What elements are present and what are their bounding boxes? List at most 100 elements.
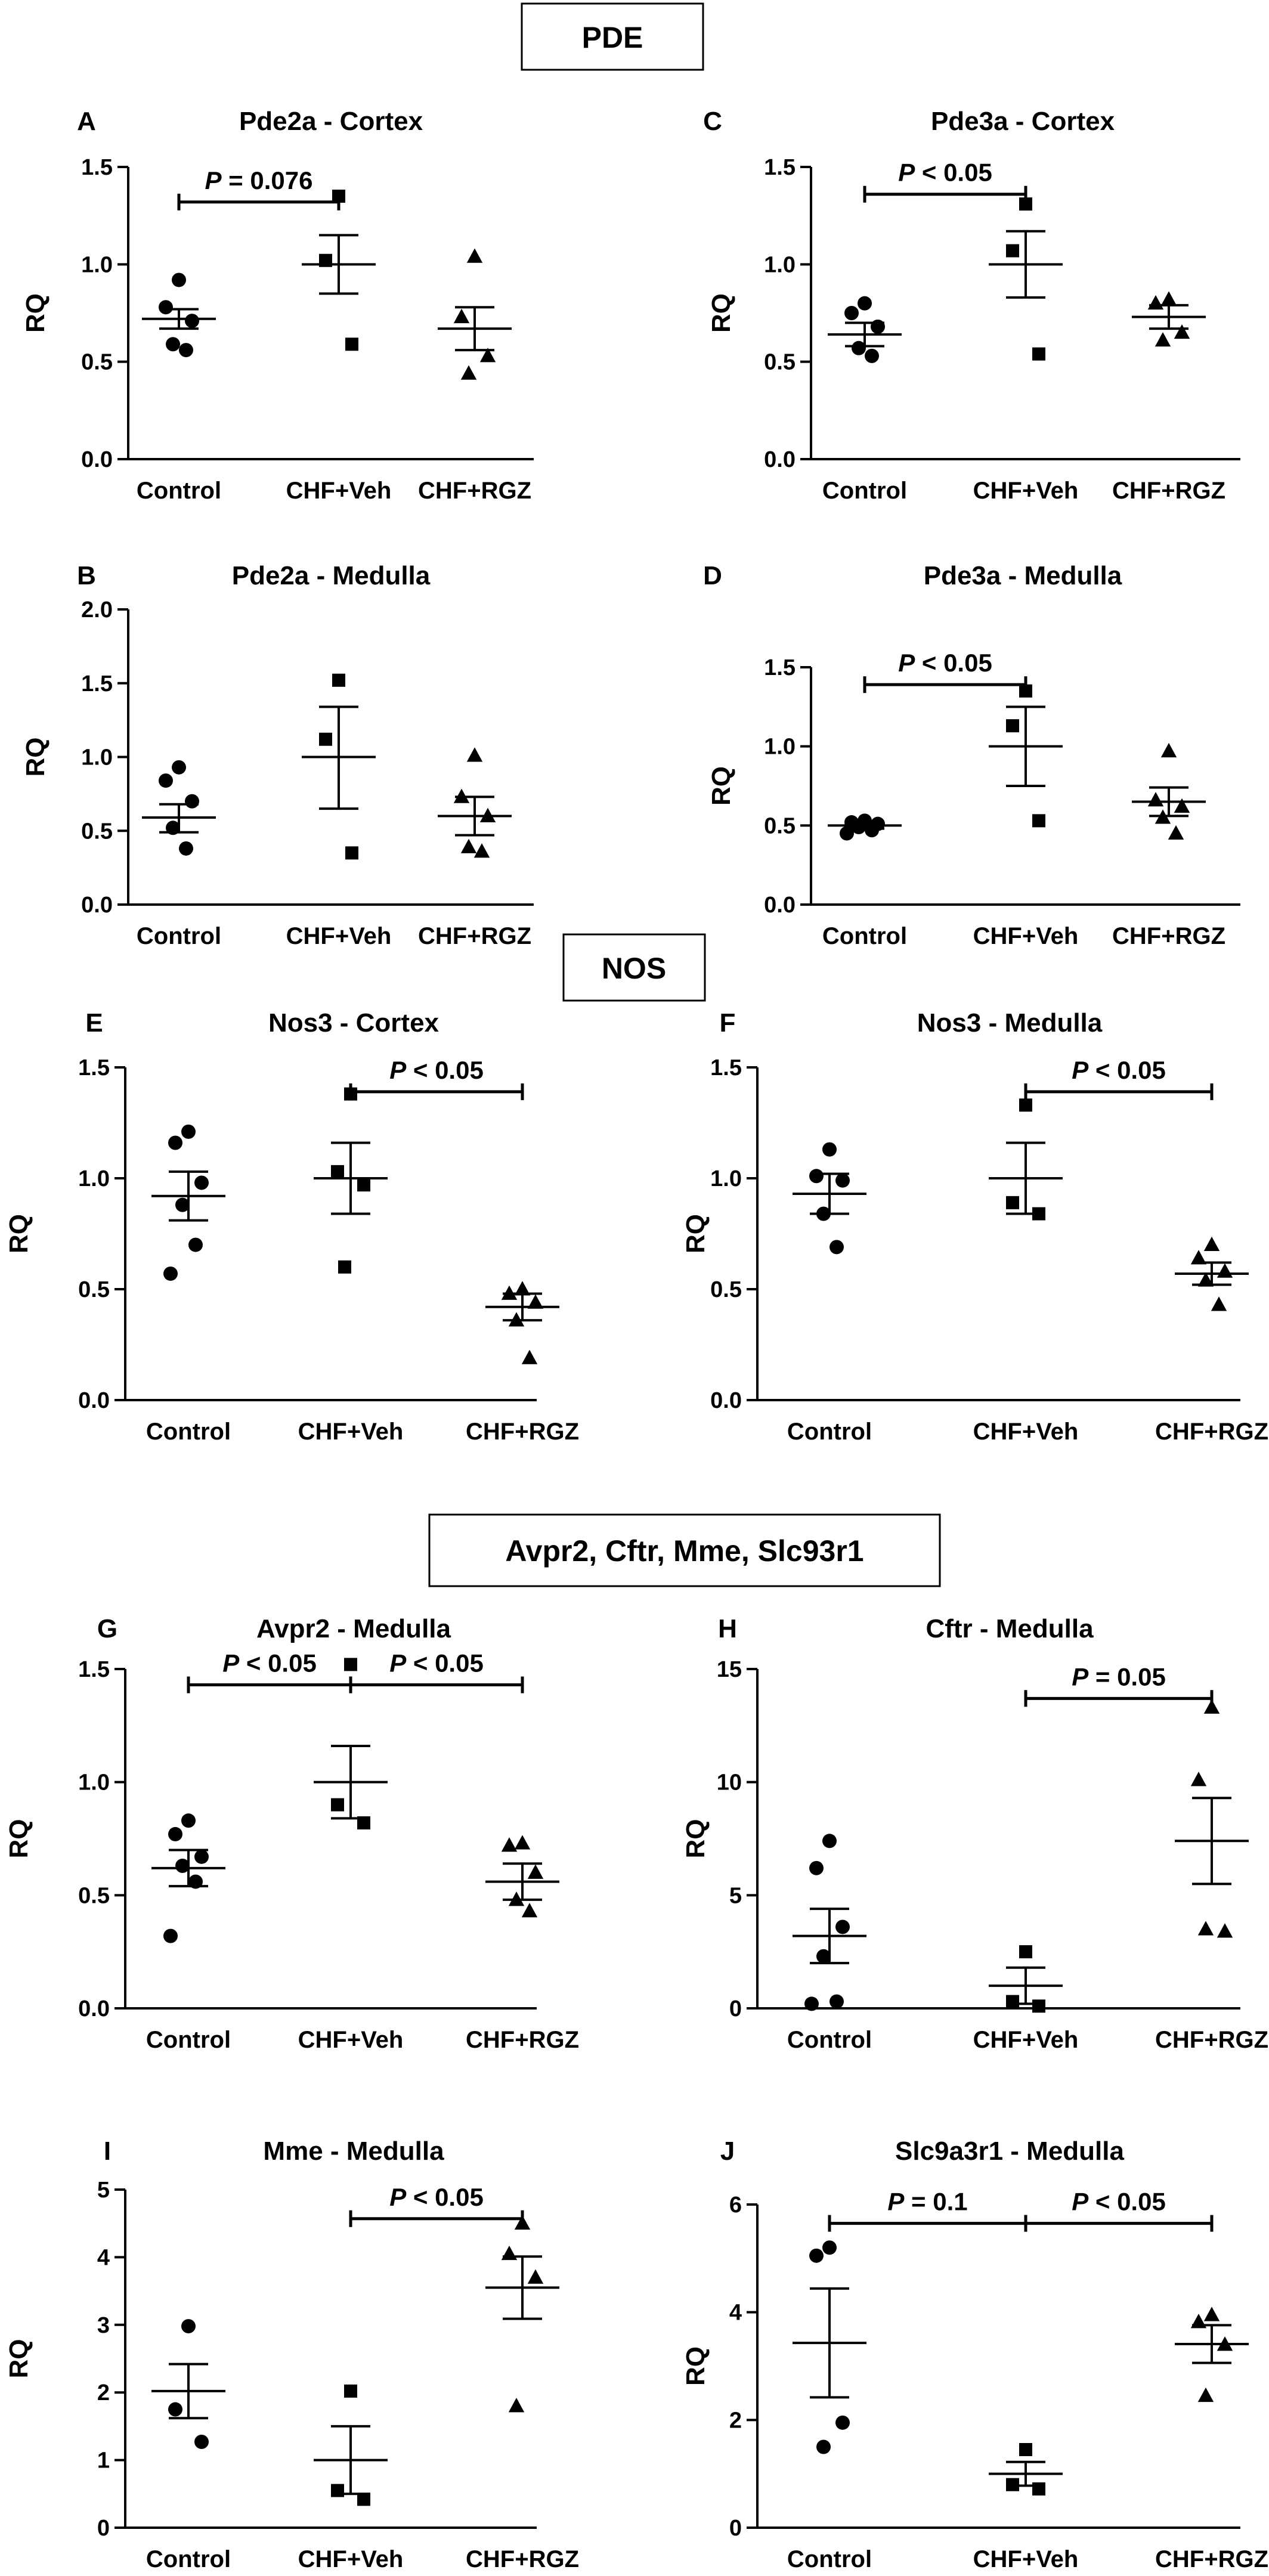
chart-j: J Slc9a3r1 - Medulla 0 2 4 6 RQ Control CHF+Veh C… <box>681 2137 1268 2572</box>
data-point <box>460 838 477 853</box>
data-point <box>840 826 854 841</box>
data-point <box>344 2384 357 2398</box>
data-point <box>357 2493 370 2506</box>
panel-letter: D <box>703 561 722 590</box>
group-control <box>142 273 216 358</box>
data-point <box>332 673 345 687</box>
y-axis-label: RQ <box>681 1214 710 1253</box>
chart-h: H Cftr - Medulla 0 5 10 15 RQ Control CHF+Veh CHF… <box>681 1614 1268 2053</box>
p-symbol: P <box>1072 2188 1089 2216</box>
p-value-text: < 0.05 <box>1088 2188 1166 2216</box>
chart-c: C Pde3a - Cortex 0.0 0.5 1.0 1.5 RQ Control CHF+… <box>703 107 1240 504</box>
group-control <box>151 1813 225 1943</box>
data-point <box>453 788 470 803</box>
p-value-label: P = 0.076 <box>205 166 313 194</box>
y-tick-label: 0.5 <box>764 813 796 838</box>
x-tick-label: CHF+Veh <box>298 2027 404 2053</box>
chart-e: E Nos3 - Cortex 0.0 0.5 1.0 1.5 RQ Control CHF+V… <box>4 1008 579 1445</box>
p-value-text: < 0.05 <box>1088 1056 1166 1084</box>
data-point <box>521 1349 538 1364</box>
data-point <box>168 2402 182 2417</box>
data-point <box>865 348 879 363</box>
x-tick-label: Control <box>787 1419 872 1445</box>
data-point <box>822 2240 837 2255</box>
significance-bracket: P = 0.05 <box>1024 1662 1214 1707</box>
section-header-pde: PDE <box>521 2 704 71</box>
panel-letter: C <box>703 107 722 136</box>
x-tick-label: CHF+Veh <box>973 923 1079 949</box>
y-tick-label: 0.5 <box>764 350 796 375</box>
chart-b: B Pde2a - Medulla 0.0 0.5 1.0 1.5 2.0 RQ Control… <box>21 561 534 949</box>
significance-bracket: P < 0.05 <box>349 1056 524 1100</box>
data-point <box>527 1864 544 1879</box>
section-box-genes <box>428 1513 941 1587</box>
x-tick-label: CHF+RGZ <box>1112 923 1225 949</box>
p-symbol: P <box>222 1649 240 1677</box>
data-point <box>344 1658 357 1671</box>
group-chf-veh <box>989 1945 1063 2013</box>
data-point <box>331 2484 344 2497</box>
x-tick-label: CHF+RGZ <box>418 478 531 504</box>
significance-bracket: P < 0.05 <box>187 1649 352 1693</box>
group-chf-veh <box>314 1658 388 1829</box>
p-value-label: P < 0.05 <box>389 2183 484 2211</box>
data-point <box>1147 792 1164 807</box>
data-point <box>858 296 872 311</box>
data-point <box>345 846 358 860</box>
chart-title: Pde2a - Medulla <box>232 561 431 590</box>
data-point <box>1032 814 1045 828</box>
data-point <box>1217 1923 1233 1938</box>
y-tick-label: 1.0 <box>78 1166 110 1191</box>
y-tick-label: 0.5 <box>81 350 113 375</box>
significance-bracket: P < 0.05 <box>349 1649 524 1693</box>
section-header-genes: Avpr2, Cftr, Mme, Slc93r1 <box>428 1513 941 1587</box>
data-point <box>172 760 186 775</box>
y-axis-label: RQ <box>21 738 50 777</box>
data-point <box>194 2434 209 2449</box>
group-control <box>151 1124 225 1281</box>
data-point <box>822 1142 837 1157</box>
data-point <box>514 1281 531 1296</box>
data-point <box>1190 1250 1207 1265</box>
data-point <box>179 841 193 856</box>
y-axis-label: RQ <box>707 293 736 333</box>
data-point <box>1217 2336 1233 2351</box>
y-tick-label: 0 <box>97 2516 110 2541</box>
y-tick-label: 2.0 <box>81 597 113 623</box>
y-tick-label: 1.0 <box>81 252 113 277</box>
panel-letter: G <box>97 1614 117 1643</box>
group-chf-veh <box>302 190 376 351</box>
p-value-label: P = 0.1 <box>887 2188 967 2216</box>
y-tick-label: 1.5 <box>78 1657 110 1682</box>
panel-letter: H <box>718 1614 737 1643</box>
x-tick-label: Control <box>146 1419 231 1445</box>
p-value-text: < 0.05 <box>406 1649 484 1677</box>
chart-title: Pde3a - Cortex <box>931 107 1115 136</box>
x-tick-label: CHF+RGZ <box>1112 478 1225 504</box>
x-tick-label: CHF+Veh <box>286 478 392 504</box>
data-point <box>179 343 193 358</box>
data-point <box>188 1237 203 1252</box>
data-point <box>1019 1945 1032 1959</box>
group-control <box>151 2319 225 2449</box>
x-tick-label: CHF+Veh <box>973 2027 1079 2053</box>
y-tick-label: 0.0 <box>710 1388 742 1413</box>
data-point <box>168 1135 182 1150</box>
data-point <box>1160 742 1177 758</box>
data-point <box>1190 2314 1207 2329</box>
p-symbol: P <box>389 2183 407 2211</box>
chart-title: Cftr - Medulla <box>926 1614 1094 1643</box>
data-point <box>166 821 180 835</box>
data-point <box>175 1859 190 1874</box>
p-value-label: P < 0.05 <box>898 159 992 187</box>
x-tick-label: CHF+RGZ <box>418 923 531 949</box>
data-point <box>159 300 173 315</box>
data-point <box>466 248 483 263</box>
group-chf-veh <box>302 673 376 860</box>
data-point <box>844 306 859 320</box>
data-point <box>822 1834 837 1849</box>
y-tick-label: 0 <box>729 1996 742 2021</box>
p-value-label: P < 0.05 <box>898 649 992 677</box>
p-symbol: P <box>898 159 915 187</box>
group-chf-rgz <box>485 1835 559 1918</box>
